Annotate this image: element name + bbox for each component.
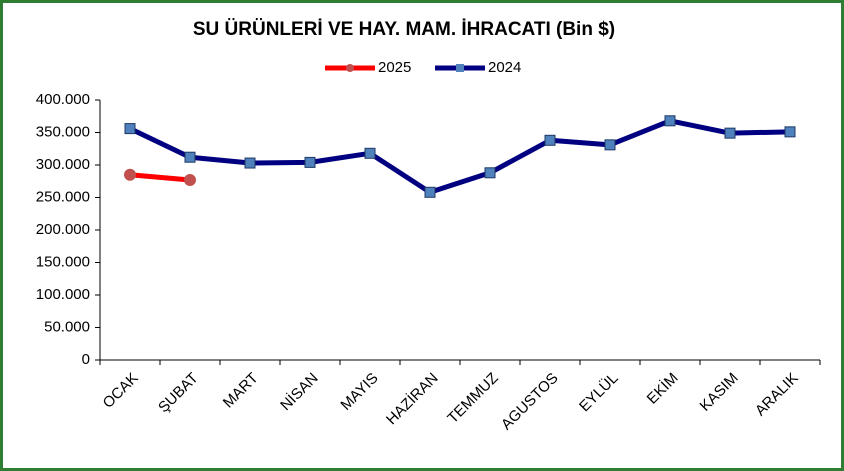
legend-marker bbox=[456, 64, 464, 72]
y-tick-label: 250.000 bbox=[36, 188, 90, 205]
marker bbox=[244, 157, 256, 169]
y-tick-label: 400.000 bbox=[36, 91, 90, 108]
y-tick-label: 100.000 bbox=[36, 286, 90, 303]
series-line bbox=[129, 172, 191, 183]
y-tick-label: 350.000 bbox=[36, 123, 90, 140]
legend-label: 2025 bbox=[378, 59, 411, 76]
marker bbox=[544, 134, 556, 146]
chart-title: SU ÜRÜNLERİ VE HAY. MAM. İHRACATI (Bin $… bbox=[193, 19, 615, 40]
y-tick-label: 0 bbox=[82, 351, 90, 368]
marker bbox=[664, 115, 676, 127]
marker bbox=[724, 127, 736, 139]
marker bbox=[184, 151, 196, 163]
marker bbox=[484, 167, 496, 179]
marker bbox=[124, 168, 136, 181]
y-tick-label: 50.000 bbox=[44, 318, 90, 335]
y-tick-label: 300.000 bbox=[36, 156, 90, 173]
marker bbox=[424, 186, 436, 198]
series-line bbox=[128, 118, 791, 195]
marker bbox=[784, 126, 796, 138]
marker bbox=[604, 139, 616, 151]
marker bbox=[304, 156, 316, 168]
y-tick-label: 200.000 bbox=[36, 221, 90, 238]
y-tick-label: 150.000 bbox=[36, 253, 90, 270]
legend-marker bbox=[346, 64, 354, 72]
legend-label: 2024 bbox=[488, 59, 521, 76]
marker bbox=[184, 173, 196, 186]
marker bbox=[124, 123, 136, 135]
marker bbox=[364, 147, 376, 159]
